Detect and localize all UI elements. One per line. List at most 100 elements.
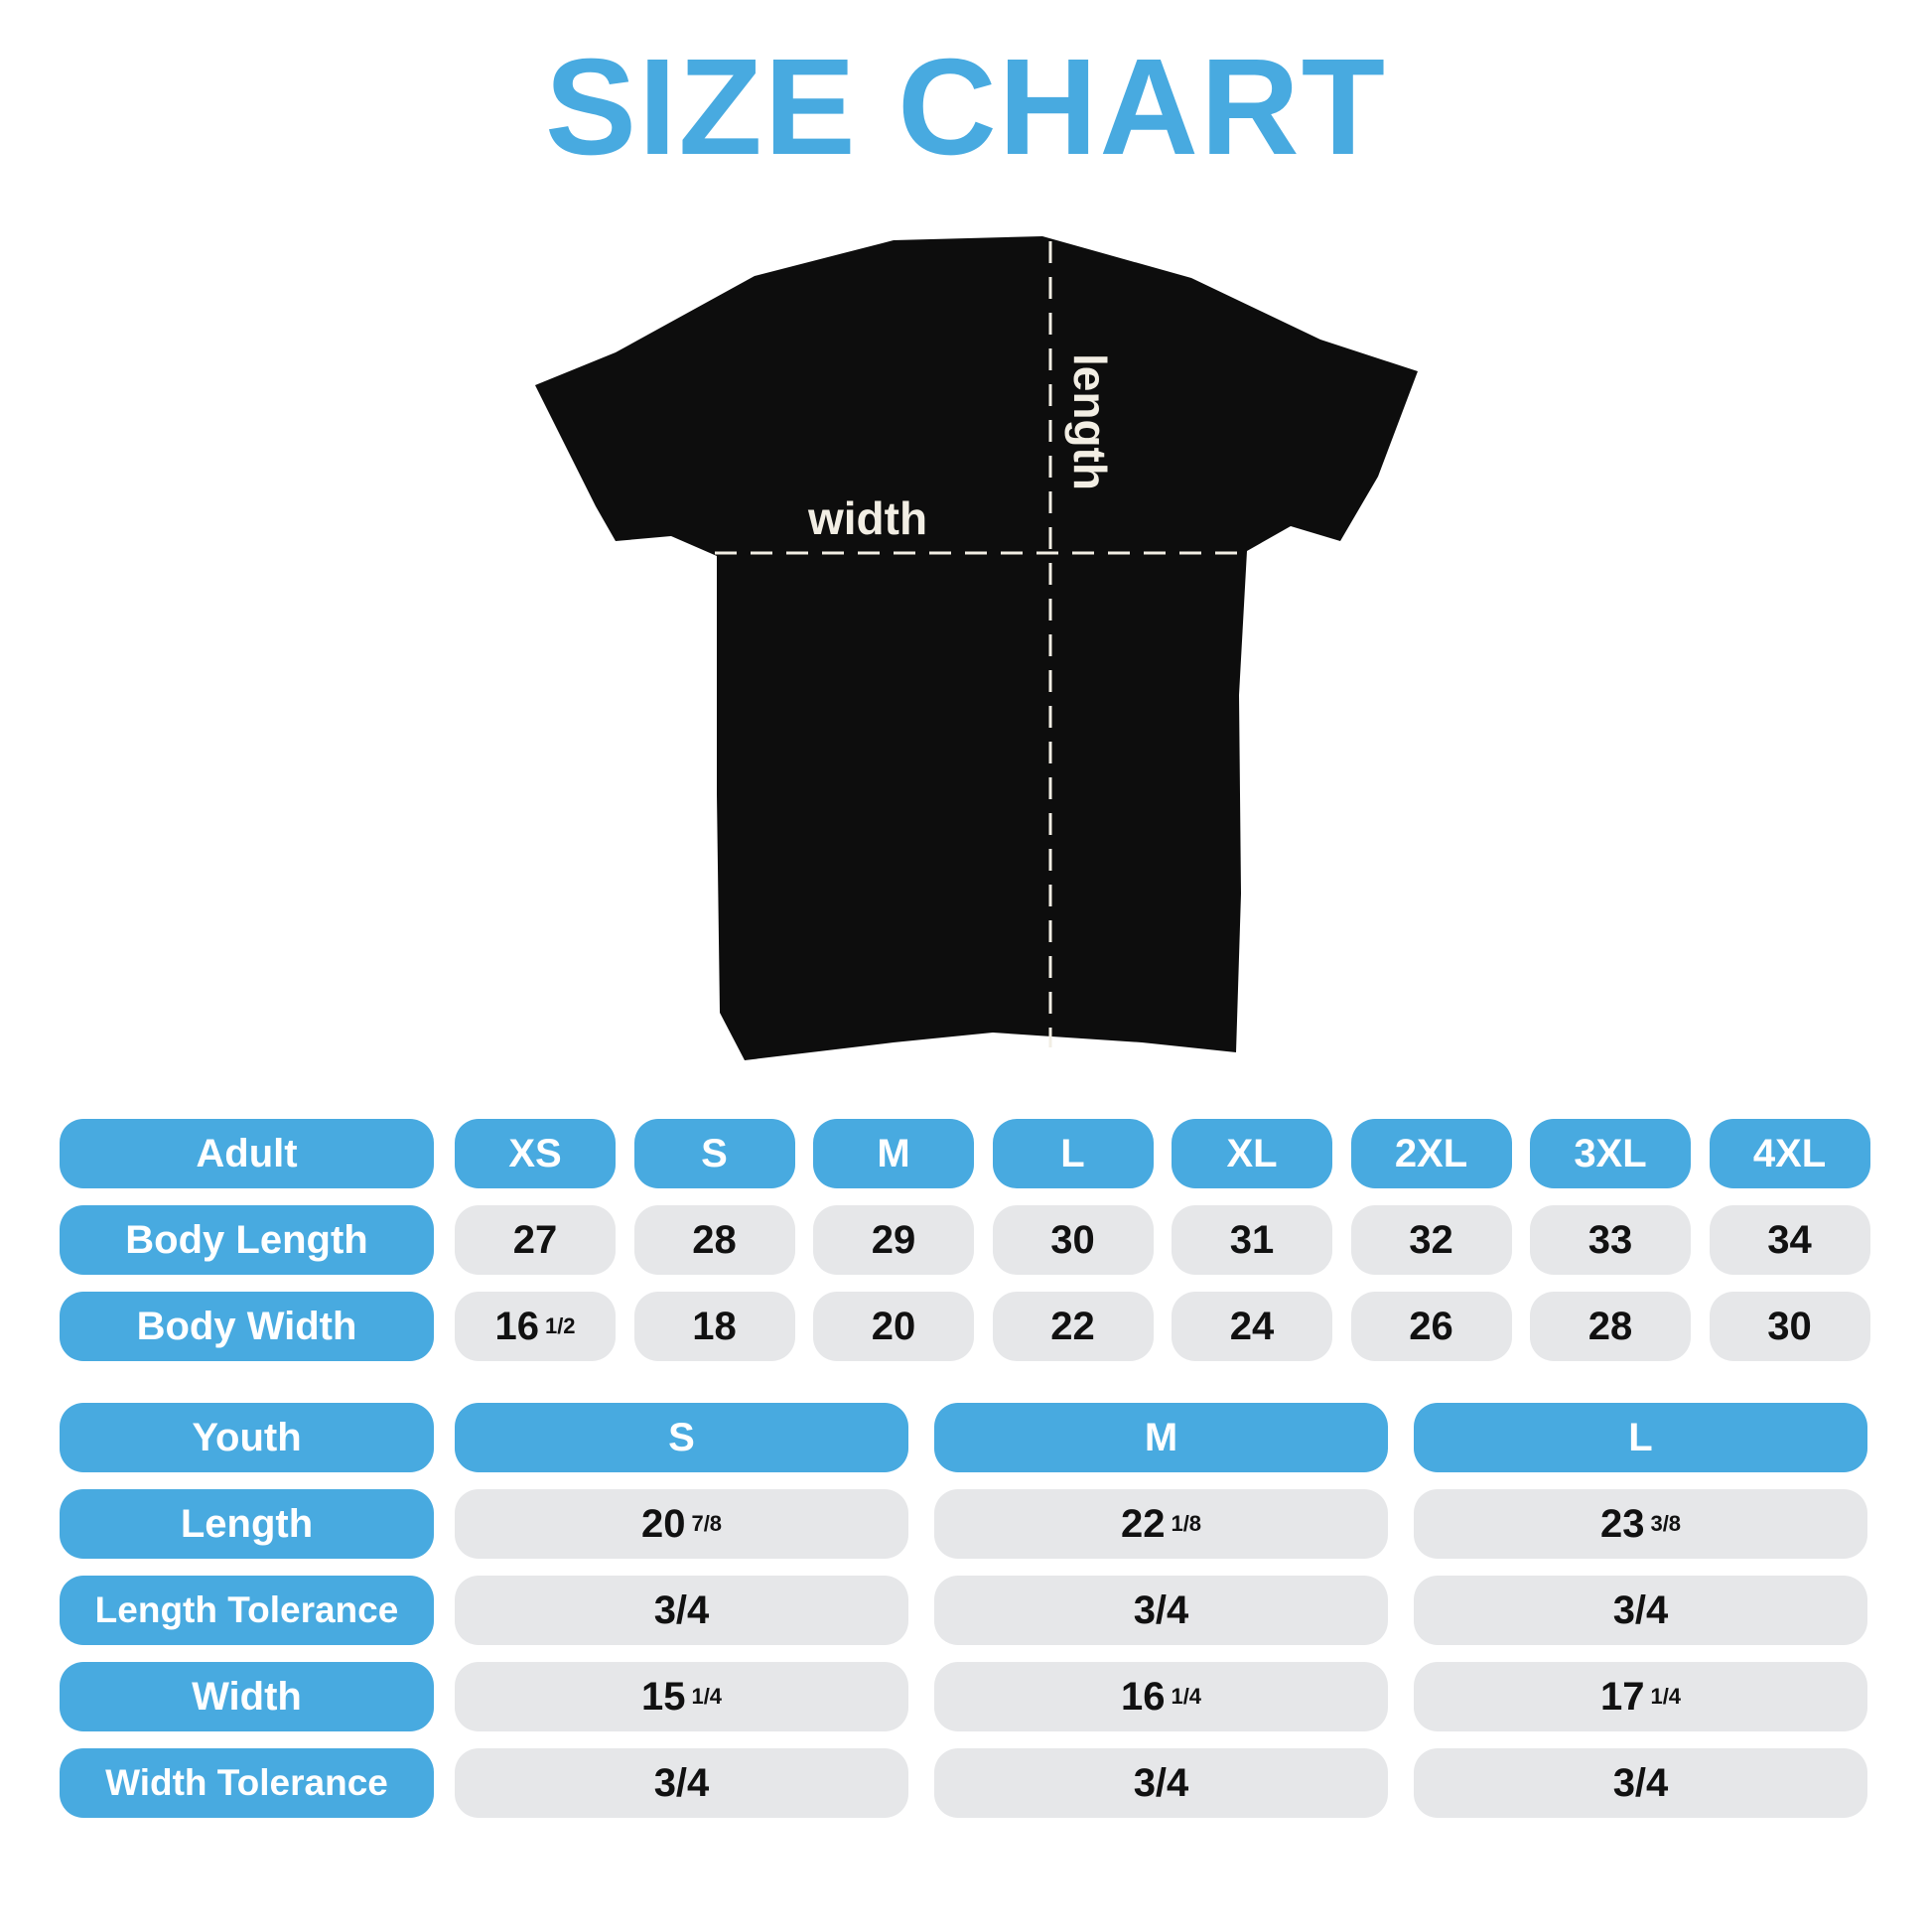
width-label: width bbox=[807, 492, 927, 544]
cell-text: 34 bbox=[1767, 1217, 1812, 1262]
adult-value-cell: 32 bbox=[1350, 1205, 1512, 1275]
cell-text: Body Length bbox=[125, 1217, 368, 1262]
youth-value-cell: 17 1/4 bbox=[1414, 1662, 1867, 1731]
adult-size-2XL: 2XL bbox=[1350, 1119, 1512, 1188]
cell-text: 24 bbox=[1229, 1304, 1275, 1348]
youth-value-cell: 20 7/8 bbox=[455, 1489, 908, 1559]
cell-fraction: 7/8 bbox=[691, 1511, 723, 1536]
cell-text: 20 bbox=[640, 1501, 686, 1546]
adult-size-3XL: 3XL bbox=[1530, 1119, 1691, 1188]
cell-text: L bbox=[1628, 1415, 1653, 1459]
youth-size-S: S bbox=[455, 1403, 908, 1472]
cell-text: 31 bbox=[1229, 1217, 1275, 1262]
youth-row-label: Width bbox=[60, 1662, 434, 1731]
cell-text: Adult bbox=[196, 1131, 298, 1175]
cell-text: 3/4 bbox=[1133, 1760, 1189, 1805]
youth-value-cell: 3/4 bbox=[1414, 1748, 1867, 1818]
cell-text: 3/4 bbox=[1612, 1760, 1669, 1805]
adult-size-4XL: 4XL bbox=[1709, 1119, 1870, 1188]
cell-text: Length bbox=[180, 1501, 314, 1546]
youth-value-cell: 3/4 bbox=[1414, 1576, 1867, 1645]
adult-value-cell: 34 bbox=[1709, 1205, 1870, 1275]
cell-text: Youth bbox=[192, 1415, 302, 1459]
cell-text: 2XL bbox=[1394, 1131, 1468, 1175]
cell-text: 26 bbox=[1409, 1304, 1453, 1348]
youth-header: Youth bbox=[60, 1403, 434, 1472]
cell-text: 33 bbox=[1587, 1217, 1633, 1262]
adult-value-cell: 27 bbox=[455, 1205, 616, 1275]
cell-fraction: 3/8 bbox=[1650, 1511, 1682, 1536]
cell-text: M bbox=[1144, 1415, 1178, 1459]
cell-text: 32 bbox=[1409, 1217, 1453, 1262]
youth-value-cell: 3/4 bbox=[455, 1748, 908, 1818]
t-shirt-shape bbox=[535, 236, 1418, 1060]
adult-row-label: Body Length bbox=[60, 1205, 434, 1275]
cell-text: Width bbox=[192, 1674, 302, 1719]
youth-value-cell: 3/4 bbox=[455, 1576, 908, 1645]
adult-value-cell: 22 bbox=[992, 1292, 1154, 1361]
cell-text: 28 bbox=[692, 1217, 737, 1262]
cell-fraction: 1/2 bbox=[544, 1313, 576, 1338]
cell-fraction: 1/8 bbox=[1171, 1511, 1202, 1536]
youth-row-label: Length Tolerance bbox=[60, 1576, 434, 1645]
cell-text: 15 bbox=[640, 1674, 686, 1719]
page-title: SIZE CHART bbox=[545, 31, 1387, 184]
cell-text: M bbox=[877, 1131, 910, 1175]
adult-value-cell: 30 bbox=[1709, 1292, 1870, 1361]
youth-value-cell: 16 1/4 bbox=[934, 1662, 1388, 1731]
cell-text: 18 bbox=[692, 1304, 737, 1348]
adult-size-XL: XL bbox=[1172, 1119, 1332, 1188]
length-label: length bbox=[1064, 353, 1116, 490]
adult-value-cell: 24 bbox=[1172, 1292, 1332, 1361]
cell-text: 30 bbox=[1767, 1304, 1812, 1348]
cell-text: 22 bbox=[1050, 1304, 1095, 1348]
youth-size-M: M bbox=[934, 1403, 1388, 1472]
cell-text: 16 bbox=[1120, 1674, 1166, 1719]
cell-text: 22 bbox=[1120, 1501, 1166, 1546]
youth-size-L: L bbox=[1414, 1403, 1867, 1472]
adult-value-cell: 31 bbox=[1172, 1205, 1332, 1275]
t-shirt-diagram: width length bbox=[535, 236, 1418, 1060]
adult-size-XS: XS bbox=[455, 1119, 616, 1188]
cell-text: 3/4 bbox=[653, 1760, 710, 1805]
cell-text: Length Tolerance bbox=[94, 1589, 399, 1630]
youth-row-label: Length bbox=[60, 1489, 434, 1559]
cell-text: S bbox=[668, 1415, 695, 1459]
cell-text: 27 bbox=[512, 1217, 558, 1262]
cell-text: Body Width bbox=[136, 1304, 357, 1348]
adult-size-S: S bbox=[633, 1119, 795, 1188]
adult-value-cell: 28 bbox=[1530, 1292, 1691, 1361]
cell-text: Width Tolerance bbox=[105, 1762, 388, 1803]
cell-text: 29 bbox=[871, 1217, 916, 1262]
adult-value-cell: 20 bbox=[813, 1292, 974, 1361]
cell-text: XS bbox=[508, 1131, 562, 1175]
adult-value-cell: 28 bbox=[633, 1205, 795, 1275]
cell-text: 23 bbox=[1599, 1501, 1645, 1546]
cell-text: L bbox=[1060, 1131, 1085, 1175]
cell-text: 28 bbox=[1587, 1304, 1633, 1348]
youth-value-cell: 3/4 bbox=[934, 1748, 1388, 1818]
cell-text: S bbox=[701, 1131, 728, 1175]
adult-value-cell: 18 bbox=[633, 1292, 795, 1361]
youth-value-cell: 3/4 bbox=[934, 1576, 1388, 1645]
adult-value-cell: 26 bbox=[1350, 1292, 1512, 1361]
cell-text: 20 bbox=[871, 1304, 916, 1348]
cell-text: 17 bbox=[1599, 1674, 1645, 1719]
cell-text: 3/4 bbox=[1133, 1587, 1189, 1632]
adult-row-label: Body Width bbox=[60, 1292, 434, 1361]
cell-text: XL bbox=[1226, 1131, 1278, 1175]
cell-text: 16 bbox=[494, 1304, 539, 1348]
cell-text: 4XL bbox=[1752, 1131, 1827, 1175]
cell-text: 30 bbox=[1050, 1217, 1095, 1262]
cell-text: 3XL bbox=[1574, 1131, 1647, 1175]
adult-header: Adult bbox=[60, 1119, 434, 1188]
cell-fraction: 1/4 bbox=[691, 1684, 723, 1709]
cell-text: 3/4 bbox=[1612, 1587, 1669, 1632]
adult-value-cell: 16 1/2 bbox=[455, 1292, 616, 1361]
youth-value-cell: 22 1/8 bbox=[934, 1489, 1388, 1559]
youth-value-cell: 23 3/8 bbox=[1414, 1489, 1867, 1559]
youth-value-cell: 15 1/4 bbox=[455, 1662, 908, 1731]
cell-text: 3/4 bbox=[653, 1587, 710, 1632]
adult-value-cell: 29 bbox=[813, 1205, 974, 1275]
youth-row-label: Width Tolerance bbox=[60, 1748, 434, 1818]
